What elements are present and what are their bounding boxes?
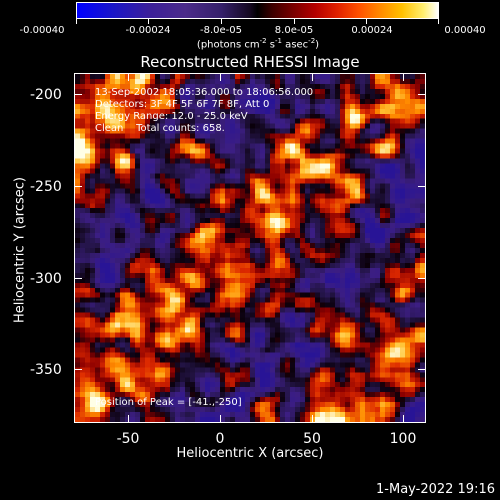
info-detectors: Detectors: 3F 4F 5F 6F 7F 8F, Att 0: [95, 99, 270, 110]
units-exp: -2: [259, 37, 267, 45]
x-tick: [220, 415, 221, 423]
x-tick: [312, 73, 313, 81]
x-axis-title: Heliocentric X (arcsec): [176, 446, 324, 461]
y-tick: [74, 369, 82, 370]
rhessi-map-canvas: [75, 74, 425, 422]
info-time-range: 13-Sep-2002 18:05:36.000 to 18:06:56.000: [95, 87, 314, 98]
y-tick: [418, 94, 426, 95]
y-tick-label: -200: [30, 87, 62, 103]
colorbar-label: 8.0e-05: [274, 25, 314, 36]
colorbar: [76, 2, 439, 19]
colorbar-tick: [148, 19, 149, 24]
x-tick: [220, 73, 221, 81]
info-clean-counts: Clean Total counts: 658.: [95, 123, 225, 134]
plot-title: Reconstructed RHESSI Image: [140, 53, 360, 71]
colorbar-tick: [76, 19, 77, 24]
y-tick: [418, 186, 426, 187]
x-tick: [403, 415, 404, 423]
x-tick: [128, 73, 129, 81]
y-tick: [74, 186, 82, 187]
colorbar-tick: [438, 19, 439, 24]
x-tick-label: 100: [389, 431, 417, 447]
colorbar-units: (photons cm-2 s-1 asec-2): [197, 37, 319, 50]
y-tick: [74, 278, 82, 279]
colorbar-label: 0.00040: [444, 25, 486, 36]
y-tick-label: -300: [30, 271, 62, 287]
colorbar-label: -0.00040: [19, 25, 65, 36]
info-energy-range: Energy Range: 12.0 - 25.0 keV: [95, 111, 248, 122]
units-part: s: [266, 39, 276, 51]
peak-position: Position of Peak = [-41.,-250]: [95, 397, 242, 408]
colorbar-label: -8.0e-05: [200, 25, 242, 36]
rhessi-image: 13-Sep-2002 18:05:36.000 to 18:06:56.000…: [74, 73, 426, 423]
colorbar-tick: [366, 19, 367, 24]
x-tick: [403, 73, 404, 81]
x-tick: [128, 415, 129, 423]
y-tick-label: -250: [30, 179, 62, 195]
units-exp: -2: [308, 37, 316, 45]
y-tick: [418, 369, 426, 370]
units-part: (photons cm: [196, 39, 260, 51]
timestamp: 1-May-2022 19:16: [376, 482, 495, 497]
x-tick-label: 0: [215, 431, 225, 447]
units-part: asec: [282, 39, 309, 51]
y-axis-title: Heliocentric Y (arcsec): [12, 177, 28, 323]
colorbar-tick: [221, 19, 222, 24]
colorbar-tick: [294, 19, 295, 24]
y-tick: [418, 278, 426, 279]
x-tick-label: 50: [303, 431, 321, 447]
y-tick: [74, 94, 82, 95]
colorbar-label: -0.00024: [125, 25, 171, 36]
colorbar-label: 0.00024: [351, 25, 393, 36]
units-part: ): [315, 39, 320, 51]
x-tick: [312, 415, 313, 423]
units-exp: -1: [275, 37, 283, 45]
y-tick-label: -350: [30, 362, 62, 378]
x-tick-label: -50: [116, 431, 140, 447]
